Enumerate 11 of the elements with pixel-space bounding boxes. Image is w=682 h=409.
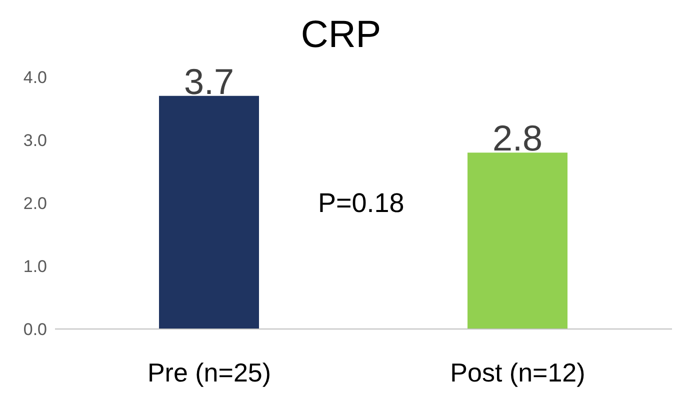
y-tick-label: 1.0 bbox=[23, 257, 47, 276]
data-label: 2.8 bbox=[492, 118, 543, 159]
x-tick-label: Post (n=12) bbox=[450, 357, 586, 388]
chart-title: CRP bbox=[300, 14, 382, 57]
y-tick-label: 0.0 bbox=[23, 320, 47, 340]
x-tick-label: Pre (n=25) bbox=[147, 357, 272, 388]
annotation: P=0.18 bbox=[318, 188, 404, 219]
y-tick-label: 2.0 bbox=[23, 194, 47, 214]
y-tick-label: 3.0 bbox=[23, 131, 47, 150]
y-tick-label: 4.0 bbox=[23, 68, 47, 88]
data-label: 3.7 bbox=[184, 60, 234, 102]
